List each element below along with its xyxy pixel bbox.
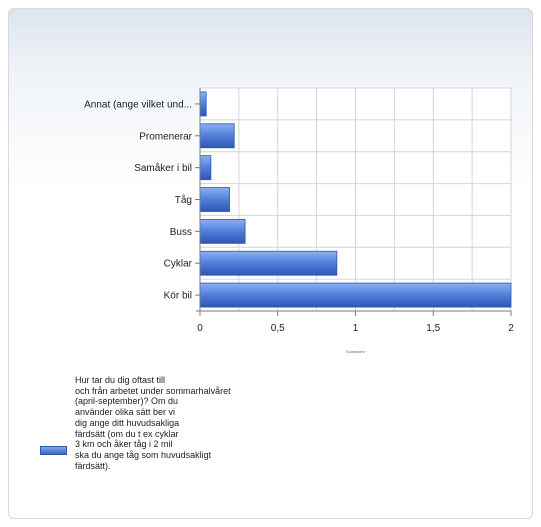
bar — [199, 91, 207, 117]
bar — [199, 187, 230, 212]
bars — [199, 91, 512, 308]
category-label: Cyklar — [164, 259, 193, 270]
legend-label: Hur tar du dig oftast till och från arbe… — [75, 375, 231, 471]
x-tick-label: 0,5 — [271, 323, 285, 334]
category-label: Promenerar — [139, 131, 192, 142]
category-label: Buss — [170, 227, 192, 238]
x-tick-label: 1,5 — [426, 323, 440, 334]
x-tick-label: 2 — [508, 323, 514, 334]
category-label: Samåker i bil — [134, 162, 192, 174]
bar — [199, 218, 246, 244]
category-label: Tåg — [175, 194, 192, 206]
category-label: Kör bil — [164, 291, 192, 302]
x-tick-label: 1 — [353, 323, 359, 334]
category-label: Annat (ange vilket und... — [84, 99, 192, 110]
bar — [199, 155, 212, 181]
bar — [199, 123, 235, 149]
axes — [195, 88, 512, 316]
grid-lines — [199, 87, 512, 312]
legend-swatch — [40, 446, 67, 455]
x-tick-labels: 0 0,5 1 1,5 2 — [197, 323, 514, 334]
x-tick-label: 0 — [197, 323, 203, 334]
category-labels: Annat (ange vilket und... Promenerar Samåk… — [84, 99, 193, 301]
x-axis-title: Svarstiden — [346, 349, 365, 354]
bar — [199, 250, 338, 276]
bar — [199, 282, 512, 308]
